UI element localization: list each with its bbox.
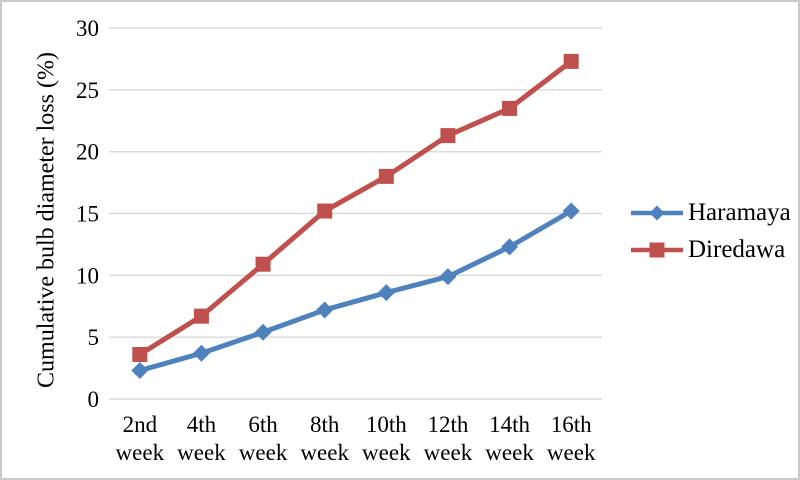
series-line-haramaya [139,208,573,373]
haramaya-line-diamond-icon [631,205,683,220]
x-tick-label: 8th [310,412,340,437]
marker-diamond-haramaya [439,268,457,286]
y-tick-label: 5 [88,325,100,350]
legend: Haramaya Diredawa [630,200,791,262]
marker-diamond-haramaya [254,323,272,341]
marker-diamond-haramaya [192,344,210,362]
marker-diamond-haramaya [131,362,149,380]
marker-square-diredawa [132,346,148,362]
series-line-diredawa [138,59,573,357]
y-tick-label: 0 [88,387,100,412]
x-tick-label: week [300,440,349,465]
x-tick-label: 12th [427,412,468,437]
y-tick-label: 15 [76,202,99,227]
x-tick-label: 14th [489,412,530,437]
diredawa-line-square-icon [631,242,683,257]
marker-square-diredawa [255,256,271,272]
x-tick-label: week [547,440,596,465]
x-tick-label: week [239,440,288,465]
y-tick-label: 25 [76,78,99,103]
legend-label-diredawa: Diredawa [688,236,786,263]
marker-diamond-haramaya [562,202,580,220]
y-tick-label: 30 [76,16,99,41]
marker-square-diredawa [378,168,394,184]
marker-square-diredawa [193,308,209,324]
x-tick-label: week [116,440,165,465]
x-tick-label: 2nd [123,412,158,437]
x-tick-label: 10th [366,412,407,437]
marker-diamond-haramaya [377,284,395,302]
marker-square-diredawa [440,128,456,144]
marker-square-diredawa [563,53,579,69]
legend-item-diredawa: Diredawa [630,237,791,262]
marker-diamond-haramaya [316,301,334,319]
y-tick-label: 20 [76,140,99,165]
marker-square-diredawa [502,100,518,116]
x-tick-label: 4th [187,412,217,437]
x-tick-label: 16th [551,412,592,437]
x-tick-label: week [362,440,411,465]
y-tick-label: 10 [76,263,99,288]
legend-label-haramaya: Haramaya [688,199,791,226]
marker-diamond-haramaya [501,238,519,256]
x-tick-label: week [177,440,226,465]
marker-square-diredawa [317,203,333,219]
x-tick-label: week [424,440,473,465]
legend-item-haramaya: Haramaya [630,200,791,225]
x-tick-label: 6th [248,412,278,437]
x-tick-label: week [485,440,534,465]
